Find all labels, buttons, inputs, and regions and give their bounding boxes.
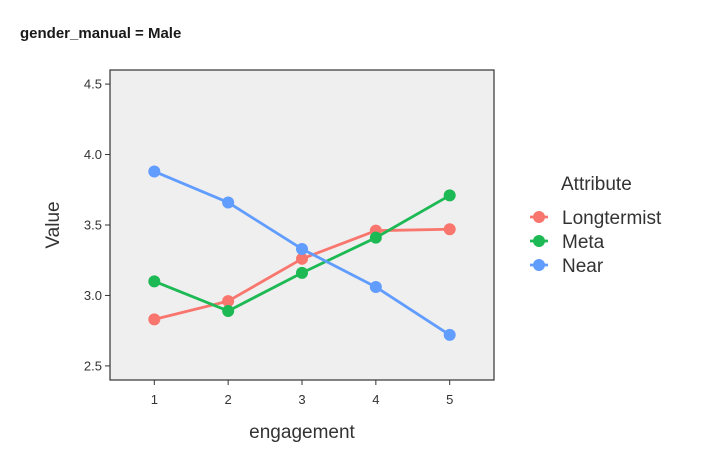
x-tick-label: 2 (225, 392, 232, 407)
legend-item-near: Near (530, 256, 604, 277)
data-point-meta (369, 231, 382, 244)
legend-key-point (533, 259, 545, 271)
data-point-meta (148, 275, 161, 288)
y-tick-label: 3.5 (84, 218, 102, 233)
y-tick-label: 4.5 (84, 77, 102, 92)
data-point-meta (443, 189, 456, 202)
legend-label: Near (562, 256, 604, 277)
data-point-near (296, 242, 308, 255)
legend-key-point (533, 211, 545, 223)
legend-item-longtermist: Longtermist (530, 208, 662, 229)
data-point-longtermist (443, 223, 456, 236)
chart-title: gender_manual = Male (20, 25, 181, 42)
y-tick-label: 2.5 (84, 358, 102, 373)
legend-key-point (533, 235, 545, 247)
y-tick-label: 3.0 (84, 288, 102, 303)
y-axis: 2.5 3.0 3.5 4.0 4.5 (84, 77, 110, 373)
legend-item-meta: Meta (530, 232, 605, 253)
x-tick-label: 1 (151, 392, 158, 407)
y-axis-title: Value (43, 201, 64, 248)
series-layer (148, 165, 456, 341)
data-point-longtermist (222, 295, 235, 308)
plot-panel (109, 69, 495, 381)
data-point-near (148, 165, 161, 178)
x-tick-label: 5 (446, 392, 453, 407)
data-point-near (222, 196, 235, 209)
legend-title: Attribute (561, 174, 632, 195)
data-point-near (443, 328, 456, 341)
y-tick-label: 4.0 (84, 147, 102, 162)
x-axis-title: engagement (249, 422, 355, 443)
series-meta (148, 189, 456, 317)
legend-label: Longtermist (562, 208, 662, 229)
x-tick-label: 4 (372, 392, 379, 407)
data-point-meta (222, 304, 235, 317)
x-tick-label: 3 (298, 392, 305, 407)
x-axis: 1 2 3 4 5 (151, 380, 453, 407)
legend: Longtermist Meta Near (530, 208, 662, 277)
series-near (148, 165, 456, 341)
data-point-near (369, 281, 382, 293)
data-point-longtermist (296, 252, 308, 265)
data-point-longtermist (148, 313, 161, 326)
data-point-meta (296, 266, 308, 279)
legend-label: Meta (562, 232, 605, 253)
